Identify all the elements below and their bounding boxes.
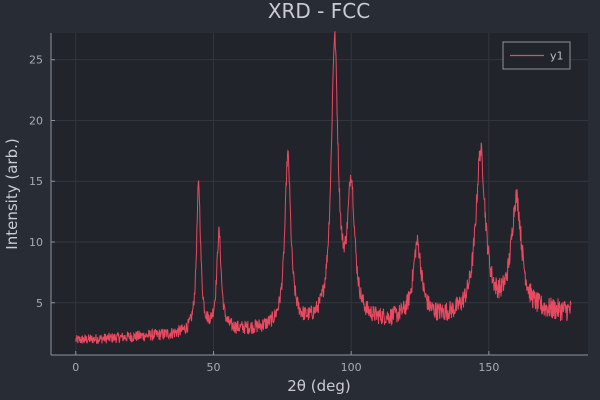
x-tick-label: 0	[72, 361, 79, 374]
chart-title: XRD - FCC	[268, 0, 370, 23]
y-tick-label: 25	[29, 54, 43, 67]
x-tick-label: 50	[206, 361, 220, 374]
series-line-y1	[75, 31, 572, 344]
y-tick-label: 10	[29, 236, 43, 249]
y-tick-label: 5	[36, 297, 43, 310]
y-axis-label: Intensity (arb.)	[3, 138, 21, 249]
x-tick-label: 100	[341, 361, 362, 374]
ticks: 0 50 100 150 5 10 15 20 25	[29, 54, 499, 374]
y-tick-label: 20	[29, 114, 43, 127]
x-axis-label: 2θ (deg)	[287, 377, 350, 395]
x-tick-label: 150	[478, 361, 499, 374]
legend-label-y1: y1	[550, 50, 564, 63]
legend: y1	[502, 41, 571, 70]
plot-area	[51, 33, 588, 355]
y-tick-label: 15	[29, 175, 43, 188]
